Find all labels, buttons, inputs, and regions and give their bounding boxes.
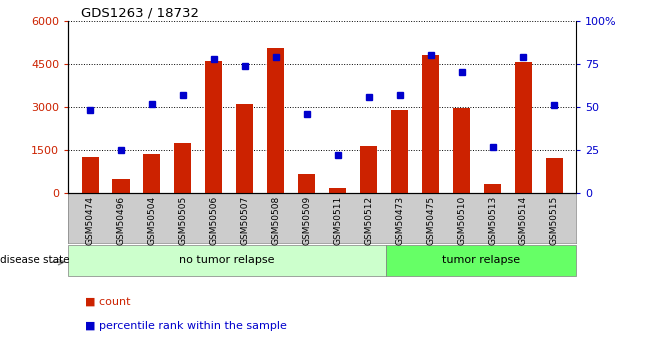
Text: GDS1263 / 18732: GDS1263 / 18732: [81, 7, 199, 20]
Text: no tumor relapse: no tumor relapse: [179, 256, 275, 265]
Text: tumor relapse: tumor relapse: [442, 256, 520, 265]
Text: disease state: disease state: [0, 256, 73, 265]
Bar: [174, 143, 191, 193]
Bar: [268, 48, 284, 193]
Bar: [385, 245, 576, 276]
Bar: [329, 188, 346, 193]
Text: ■ count: ■ count: [85, 297, 130, 307]
Bar: [360, 146, 377, 193]
Bar: [298, 174, 315, 193]
Bar: [484, 184, 501, 193]
Bar: [236, 104, 253, 193]
Bar: [422, 55, 439, 193]
Bar: [205, 61, 223, 193]
Bar: [515, 62, 532, 193]
Bar: [113, 179, 130, 193]
Bar: [143, 154, 160, 193]
Bar: [81, 157, 98, 193]
Text: ■ percentile rank within the sample: ■ percentile rank within the sample: [85, 321, 286, 331]
Bar: [391, 110, 408, 193]
Bar: [68, 245, 385, 276]
Bar: [453, 108, 470, 193]
Bar: [546, 158, 563, 193]
